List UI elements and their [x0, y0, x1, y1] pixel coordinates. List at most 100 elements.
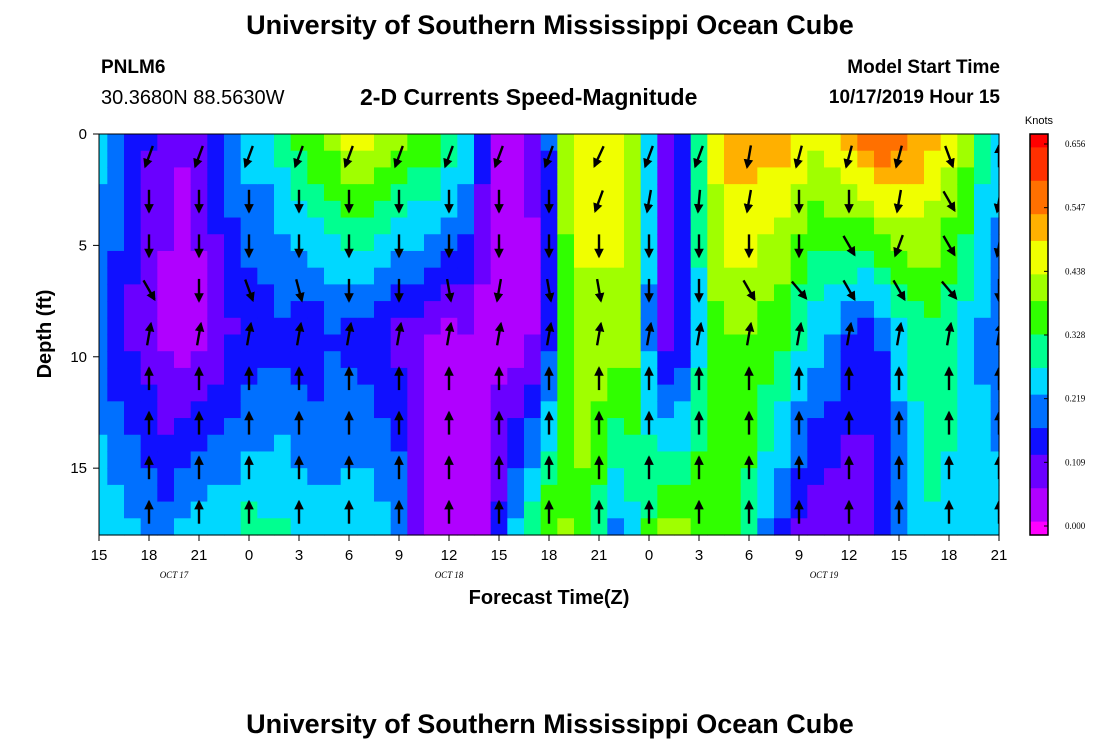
heatmap-cell	[657, 200, 675, 219]
heatmap-cell	[674, 200, 692, 219]
heatmap-cell	[357, 384, 375, 402]
heatmap-cell	[174, 217, 192, 235]
heatmap-cell	[474, 351, 492, 369]
colorbar-units-label: Knots	[1025, 115, 1054, 127]
heatmap-cell	[874, 200, 892, 219]
x-tick-label: 3	[695, 547, 703, 564]
x-tick-label: 15	[491, 547, 508, 564]
heatmap-cell	[557, 234, 575, 252]
heatmap-cell	[224, 484, 242, 503]
heatmap-cell	[924, 334, 942, 352]
heatmap-cell	[290, 518, 308, 536]
heatmap-cell	[607, 200, 625, 219]
current-vector-arrow	[593, 190, 604, 214]
heatmap-cell	[590, 384, 608, 402]
heatmap-cell	[907, 217, 925, 235]
heatmap-cell	[424, 518, 442, 536]
heatmap-cell	[440, 518, 458, 536]
heatmap-cell	[807, 317, 825, 336]
heatmap-cell	[457, 217, 475, 235]
heatmap-cell	[724, 301, 742, 319]
heatmap-cell	[307, 351, 325, 369]
heatmap-cell	[707, 401, 725, 419]
heatmap-cell	[774, 451, 792, 469]
heatmap-cell	[424, 234, 442, 252]
heatmap-cell	[324, 468, 342, 486]
heatmap-cell	[974, 184, 992, 202]
heatmap-cell	[607, 501, 625, 519]
heatmap-cell	[824, 367, 842, 386]
heatmap-cell	[590, 334, 608, 352]
heatmap-cell	[740, 434, 758, 453]
heatmap-cell	[690, 167, 708, 185]
heatmap-cell	[174, 367, 192, 386]
heatmap-cell	[157, 200, 175, 219]
heatmap-cell	[524, 351, 542, 369]
colorbar-swatch	[1030, 454, 1048, 463]
heatmap-cell	[824, 267, 842, 285]
heatmap-cell	[224, 167, 242, 185]
heatmap-cell	[757, 317, 775, 336]
heatmap-cell	[490, 134, 508, 152]
heatmap-cell	[224, 434, 242, 453]
heatmap-cell	[324, 518, 342, 536]
heatmap-cell	[207, 518, 225, 536]
heatmap-cell	[974, 484, 992, 503]
colorbar-swatch	[1030, 247, 1048, 255]
heatmap-cell	[424, 284, 442, 302]
y-tick-label: 15	[70, 460, 87, 477]
heatmap-cell	[324, 234, 342, 252]
heatmap-cell	[274, 317, 292, 336]
heatmap-cell	[874, 418, 892, 436]
x-tick-label: 18	[541, 547, 558, 564]
heatmap-cell	[357, 501, 375, 519]
heatmap-cell	[607, 267, 625, 285]
heatmap-cell	[624, 418, 642, 436]
heatmap-cell	[340, 134, 358, 152]
heatmap-cell	[874, 184, 892, 202]
colorbar-swatch	[1030, 334, 1048, 342]
colorbar-swatch	[1030, 147, 1048, 155]
heatmap-cell	[190, 167, 208, 185]
heatmap-cell	[607, 367, 625, 386]
heatmap-cell	[407, 484, 425, 503]
heatmap-cell	[507, 384, 525, 402]
colorbar-tick-label: 0.328	[1065, 330, 1086, 340]
heatmap-cell	[140, 384, 158, 402]
heatmap-cell	[840, 484, 858, 503]
heatmap-cell	[707, 501, 725, 519]
heatmap-cell	[907, 401, 925, 419]
heatmap-cell	[274, 301, 292, 319]
heatmap-cell	[774, 267, 792, 285]
heatmap-cell	[707, 150, 725, 169]
heatmap-cell	[974, 217, 992, 235]
heatmap-cell	[607, 301, 625, 319]
current-vector-arrow	[790, 280, 808, 300]
heatmap-cell	[557, 134, 575, 152]
heatmap-cell	[790, 134, 808, 152]
heatmap-cell	[407, 284, 425, 302]
heatmap-cell	[657, 351, 675, 369]
heatmap-cell	[857, 200, 875, 219]
heatmap-cell	[757, 334, 775, 352]
heatmap-cell	[524, 518, 542, 536]
heatmap-cell	[907, 518, 925, 536]
heatmap-cell	[974, 134, 992, 152]
heatmap-cell	[957, 317, 975, 336]
heatmap-cell	[990, 267, 1000, 285]
heatmap-cell	[424, 351, 442, 369]
heatmap-cell	[357, 351, 375, 369]
heatmap-cell	[324, 501, 342, 519]
heatmap-cell	[157, 468, 175, 486]
current-vector-arrow	[143, 145, 154, 169]
heatmap-cell	[457, 150, 475, 169]
heatmap-cell	[874, 234, 892, 252]
heatmap-cell	[474, 301, 492, 319]
heatmap-cell	[574, 401, 592, 419]
heatmap-cell	[957, 518, 975, 536]
heatmap-cell	[424, 150, 442, 169]
heatmap-cell	[674, 484, 692, 503]
heatmap-cell	[207, 334, 225, 352]
heatmap-cell	[607, 468, 625, 486]
heatmap-cell	[140, 434, 158, 453]
